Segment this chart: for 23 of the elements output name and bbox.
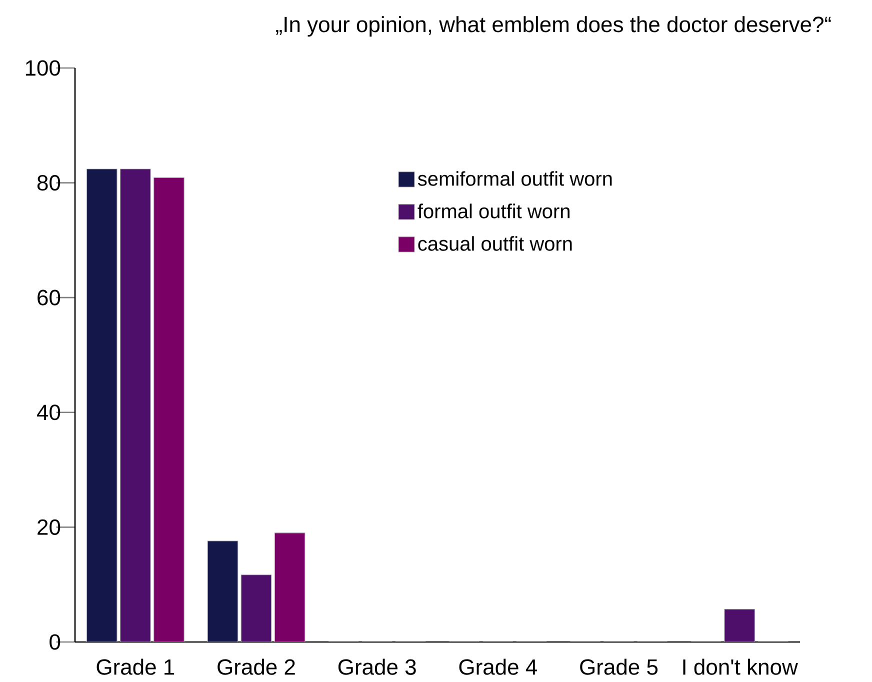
legend-label: casual outfit worn bbox=[418, 236, 572, 251]
bar bbox=[240, 574, 272, 642]
bar bbox=[154, 177, 184, 642]
x-tick-label: Grade 2 bbox=[218, 658, 295, 675]
bar bbox=[207, 540, 238, 642]
bar bbox=[120, 168, 151, 642]
legend-label: formal outfit worn bbox=[418, 204, 570, 218]
legend-label: semiformal outfit worn bbox=[418, 171, 612, 186]
x-tick-label: Grade 3 bbox=[338, 658, 416, 675]
y-tick-label: 20 bbox=[38, 519, 60, 535]
y-tick-label: 0 bbox=[50, 634, 60, 650]
y-tick-label: 80 bbox=[37, 174, 60, 191]
x-tick-label: Grade 4 bbox=[459, 658, 537, 675]
y-tick-label: 100 bbox=[26, 60, 60, 76]
bar bbox=[86, 168, 118, 642]
x-tick-label: I don't know bbox=[683, 658, 798, 675]
x-tick-label: Grade 5 bbox=[580, 658, 658, 675]
y-tick-label: 60 bbox=[38, 290, 60, 306]
bar bbox=[274, 532, 306, 642]
chart-title: „In your opinion, what emblem does the doctor deserve?“ bbox=[276, 16, 831, 37]
x-tick-label: Grade 1 bbox=[96, 658, 174, 675]
y-tick-label: 40 bbox=[36, 404, 60, 420]
bar bbox=[724, 609, 755, 642]
